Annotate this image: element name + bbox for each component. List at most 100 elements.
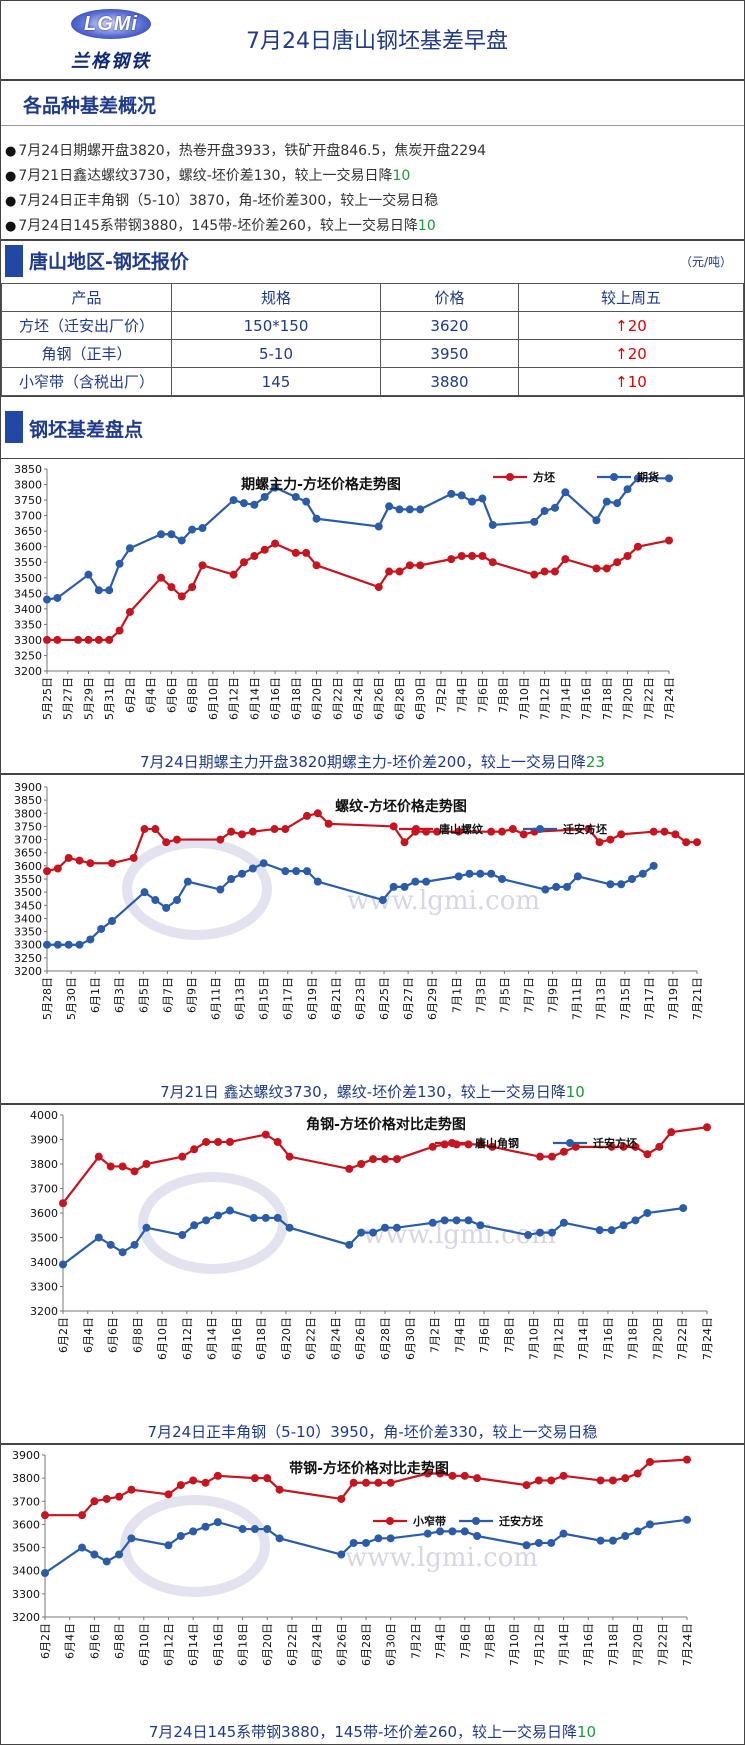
data-point [428,1218,437,1227]
data-point [53,635,62,644]
y-tick-label: 3600 [14,541,42,554]
logo-oval [71,9,151,39]
x-tick-label: 6月6日 [165,677,178,713]
data-point [313,809,322,818]
y-tick-label: 3400 [14,912,42,925]
data-point [129,853,138,862]
x-tick-label: 6月20日 [261,1623,274,1666]
data-point [465,869,474,878]
data-point [357,1228,366,1237]
legend-label: 小窄带 [412,1514,446,1528]
data-point [229,570,238,579]
price-table: 产品 规格 价格 较上周五 方坯（迁安出厂价） 150*150 3620 ↑20… [1,283,744,396]
x-tick-label: 6月24日 [352,677,365,720]
data-point [115,626,124,635]
data-point [291,548,300,557]
data-point [105,586,114,595]
x-tick-label: 6月22日 [305,1317,318,1360]
x-tick-label: 6月30日 [414,677,427,720]
data-point [369,1228,378,1237]
data-point [374,1534,383,1543]
legend-label: 唐山角钢 [475,1136,519,1150]
data-point [189,1527,198,1536]
data-point [374,522,383,531]
data-point [508,825,517,834]
data-point [638,869,647,878]
data-point [563,882,571,891]
y-tick-label: 3900 [14,781,42,794]
data-point [130,1240,139,1249]
data-point [524,1231,533,1240]
x-tick-label: 7月15日 [619,977,632,1020]
x-tick-label: 6月1日 [89,977,102,1013]
x-tick-label: 7月13日 [595,977,608,1020]
data-point [422,877,431,886]
data-point [693,838,701,847]
data-point [162,838,171,847]
x-tick-label: 7月16日 [580,677,593,720]
x-tick-label: 6月11日 [210,977,223,1020]
x-tick-label: 6月19日 [306,977,319,1020]
x-tick-label: 6月12日 [228,677,241,720]
data-point [613,558,622,567]
data-point [400,838,409,847]
cell-product: 角钢（正丰） [1,339,172,368]
data-point [173,896,181,905]
x-tick-label: 5月31日 [103,677,116,720]
data-point [617,880,626,889]
data-point [448,1471,457,1480]
x-tick-label: 7月7日 [522,977,535,1013]
data-point [631,1142,640,1151]
x-tick-label: 6月21日 [330,977,343,1020]
x-tick-label: 6月5日 [137,977,150,1013]
data-point [292,867,301,876]
table-row: 角钢（正丰） 5-10 3950 ↑20 [1,339,744,368]
y-tick-label: 3550 [14,556,42,569]
overview-heading: 各品种基差概况 [23,95,157,117]
y-tick-label: 3600 [14,860,42,873]
x-tick-label: 6月26日 [354,1317,367,1360]
y-tick-label: 3800 [14,479,42,492]
x-tick-label: 6月18日 [290,677,303,720]
data-point [540,567,549,576]
x-tick-label: 6月24日 [311,1623,324,1666]
data-point [643,1150,652,1159]
x-tick-label: 7月19日 [667,977,680,1020]
data-point [312,514,321,523]
x-tick-label: 7月18日 [601,677,614,720]
data-point [151,825,160,834]
data-point [164,1541,173,1550]
price-heading: 唐山地区-钢坯报价 [29,251,189,273]
data-point [488,558,497,567]
y-tick-label: 3900 [30,1134,58,1147]
data-point [229,496,238,505]
y-tick-label: 3850 [14,463,42,476]
legend-marker [506,473,514,481]
data-point [250,1474,259,1483]
series-line [47,862,655,946]
x-tick-label: 7月12日 [539,677,552,720]
x-tick-label: 7月14日 [559,677,572,720]
col-header: 规格 [171,283,381,312]
chart-caption: 7月24日期螺主力开盘3820期螺主力-坯价差200，较上一交易日降23 [140,753,605,771]
data-point [374,583,383,592]
chart-rebar-billet: www.lgmi.com 3200 3250 3300 3350 3400 3450 3500… [0,774,745,1104]
data-point [660,827,669,836]
data-point [649,827,658,836]
x-tick-label: 5月30日 [65,977,78,1020]
y-tick-label: 3550 [14,873,42,886]
data-point [261,1130,270,1139]
data-point [75,856,84,865]
chart-svg: www.lgmi.com3200330034003500360037003800… [30,1109,714,1360]
y-tick-label: 3700 [14,834,42,847]
data-point [250,552,259,561]
legend-label: 迁安方坯 [593,1136,637,1150]
data-point [357,1160,366,1168]
data-point [281,867,290,876]
series-line [46,812,697,873]
data-point [530,570,539,579]
data-point [645,1520,654,1529]
data-point [102,1494,111,1503]
y-tick-label: 3300 [14,939,42,952]
data-point [64,853,73,862]
